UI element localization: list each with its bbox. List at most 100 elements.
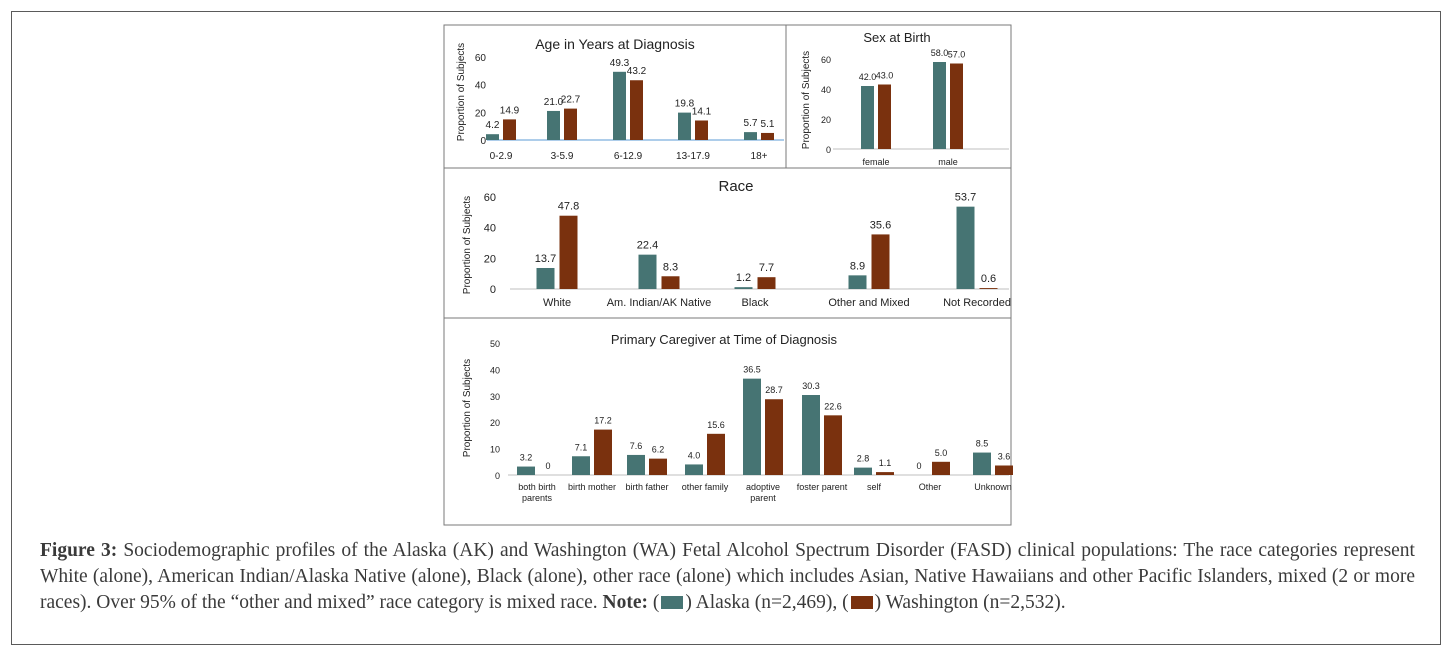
data-label: 49.3	[610, 58, 630, 69]
age-at-diagnosis-chart: Age in Years at Diagnosis Proportion of S…	[456, 36, 784, 162]
chart-title: Age in Years at Diagnosis	[535, 36, 695, 52]
x-tick-label: foster parent	[797, 482, 848, 492]
alaska-bar	[744, 132, 757, 140]
y-tick-label: 10	[490, 445, 500, 455]
y-tick-label: 20	[490, 418, 500, 428]
y-tick-label: 60	[821, 55, 831, 65]
washington-bar	[757, 277, 776, 289]
y-tick-label: 40	[475, 81, 487, 92]
x-tick-label: Unknown	[974, 482, 1012, 492]
y-tick-label: 40	[484, 223, 496, 235]
data-label: 43.0	[876, 71, 894, 81]
x-tick-label: both birth	[518, 482, 556, 492]
data-label: 21.0	[544, 97, 564, 108]
data-label: 42.0	[859, 72, 877, 82]
alaska-bar	[734, 287, 753, 289]
x-tick-label: Other and Mixed	[828, 297, 909, 309]
alaska-bar	[861, 86, 874, 149]
alaska-bar	[572, 456, 590, 475]
data-label: 6.2	[652, 445, 665, 455]
washington-legend-swatch	[850, 596, 873, 609]
data-label: 3.2	[520, 453, 533, 463]
data-label: 8.5	[976, 439, 989, 449]
washington-bar	[649, 458, 667, 475]
data-label: 57.0	[948, 50, 966, 60]
data-label: 14.9	[500, 105, 520, 116]
y-tick-label: 20	[484, 253, 496, 265]
figure-charts: Age in Years at Diagnosis Proportion of S…	[443, 24, 1013, 526]
y-tick-label: 20	[475, 108, 487, 119]
x-tick-label: 3-5.9	[551, 151, 574, 162]
alaska-bar	[678, 112, 691, 140]
alaska-bar	[956, 206, 975, 289]
x-tick-label: Black	[742, 297, 769, 309]
washington-bar	[878, 84, 891, 149]
data-label: 7.1	[575, 442, 588, 452]
y-axis-label: Proportion of Subjects	[456, 43, 467, 141]
y-tick-label: 40	[821, 85, 831, 95]
washington-bar	[824, 415, 842, 475]
alaska-bar	[933, 62, 946, 149]
y-tick-label: 40	[490, 365, 500, 375]
y-tick-label: 0	[495, 471, 500, 481]
data-label: 30.3	[802, 381, 820, 391]
panel-borders	[443, 24, 1012, 526]
x-tick-label: Not Recorded	[943, 297, 1011, 309]
caption-legend-washington: ) Washington (n=2,532).	[874, 592, 1066, 613]
x-tick-label: female	[862, 157, 889, 167]
washington-bar	[761, 132, 774, 140]
alaska-bar	[685, 464, 703, 475]
x-tick-label: other family	[682, 482, 729, 492]
data-label: 3.6	[998, 451, 1011, 461]
x-tick-label: parents	[522, 493, 553, 503]
alaska-bar	[547, 110, 560, 140]
x-tick-label: White	[543, 297, 571, 309]
data-label: 47.8	[558, 201, 579, 213]
data-label: 7.6	[630, 441, 643, 451]
alaska-bar	[627, 454, 645, 475]
washington-bar	[707, 433, 725, 475]
y-tick-label: 0	[826, 145, 831, 155]
alaska-bar	[854, 467, 872, 475]
data-label: 19.8	[675, 99, 695, 110]
x-tick-label: birth father	[625, 482, 668, 492]
y-tick-label: 0	[490, 284, 496, 296]
washington-bar	[564, 108, 577, 140]
washington-bar	[876, 472, 894, 475]
x-tick-label: 6-12.9	[614, 151, 643, 162]
x-tick-label: 0-2.9	[490, 151, 513, 162]
data-label: 1.1	[879, 458, 892, 468]
x-tick-label: Other	[919, 482, 942, 492]
chart-title: Race	[718, 178, 753, 195]
data-label: 17.2	[594, 416, 612, 426]
washington-bar	[950, 63, 963, 149]
data-label: 28.7	[765, 385, 783, 395]
alaska-bar	[743, 378, 761, 475]
y-axis-label: Proportion of Subjects	[462, 196, 473, 294]
data-label: 8.3	[663, 261, 678, 273]
caption-text: Sociodemographic profiles of the Alaska …	[40, 540, 1415, 613]
data-label: 0	[916, 461, 921, 471]
data-label: 14.1	[692, 106, 712, 117]
data-label: 53.7	[955, 192, 976, 204]
washington-bar	[765, 399, 783, 475]
x-tick-label: 13-17.9	[676, 151, 710, 162]
alaska-legend-swatch	[661, 596, 684, 609]
data-label: 35.6	[870, 219, 891, 231]
alaska-bar	[536, 267, 555, 289]
y-tick-label: 60	[484, 192, 496, 204]
x-tick-label: parent	[750, 493, 776, 503]
x-tick-label: birth mother	[568, 482, 616, 492]
x-tick-label: Am. Indian/AK Native	[607, 297, 712, 309]
alaska-bar	[486, 134, 499, 140]
chart-title: Primary Caregiver at Time of Diagnosis	[611, 332, 838, 347]
alaska-bar	[848, 275, 867, 289]
data-label: 22.4	[637, 240, 658, 252]
y-tick-label: 30	[490, 392, 500, 402]
caption-label: Figure 3:	[40, 540, 118, 561]
primary-caregiver-chart: Primary Caregiver at Time of Diagnosis Pr…	[462, 332, 1013, 503]
data-label: 43.2	[627, 66, 647, 77]
y-tick-label: 20	[821, 115, 831, 125]
data-label: 1.2	[736, 272, 751, 284]
y-tick-label: 50	[490, 339, 500, 349]
